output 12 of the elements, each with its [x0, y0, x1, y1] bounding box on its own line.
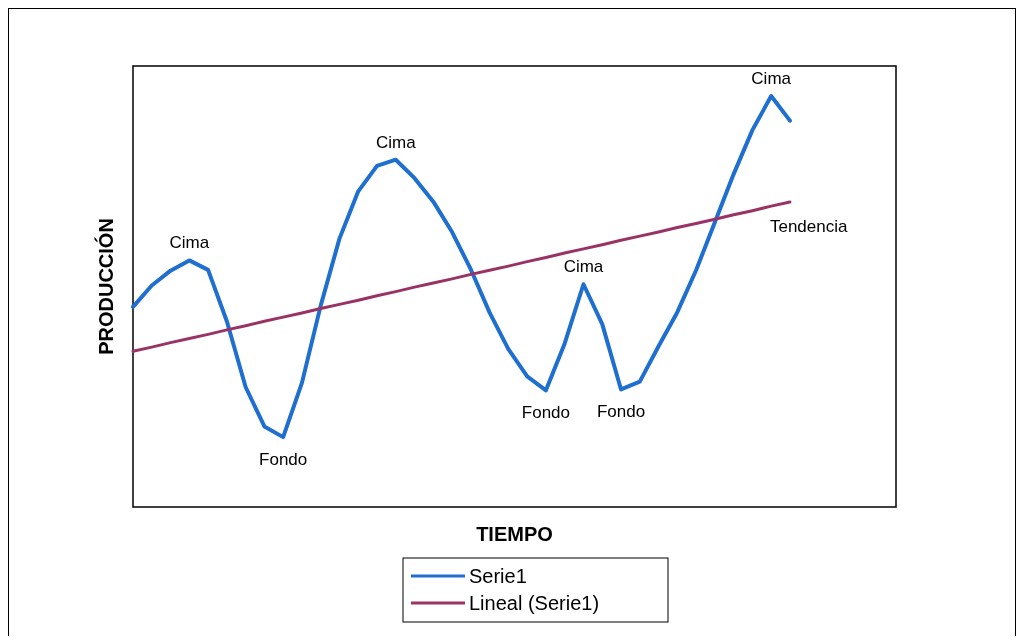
legend-label: Lineal (Serie1)	[469, 592, 600, 614]
annotation: Cima	[751, 69, 792, 88]
x-axis-title: TIEMPO	[476, 523, 553, 545]
annotation: Cima	[375, 132, 417, 152]
y-axis-title: PRODUCCIÓN	[94, 218, 117, 355]
legend-label: Serie1	[469, 565, 527, 587]
annotation: Fondo	[596, 402, 646, 422]
annotation: Fondo	[521, 403, 571, 423]
annotation: Fondo	[259, 450, 308, 470]
annotation: Cima	[563, 257, 604, 277]
annotation: Cima	[169, 233, 210, 253]
annotation: Tendencia	[769, 217, 848, 237]
